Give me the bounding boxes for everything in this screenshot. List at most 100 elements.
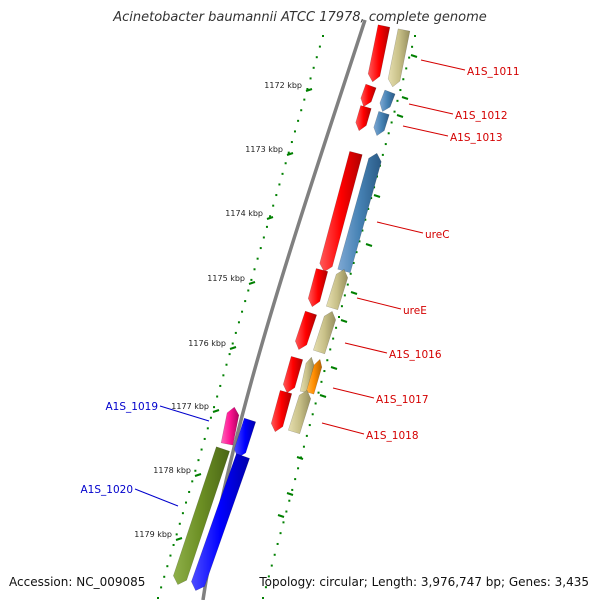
gene-bar-khaki-1016 (312, 310, 336, 355)
guide-dot (222, 374, 225, 377)
scale-tick (286, 152, 294, 156)
guide-dot (405, 67, 408, 70)
gene-label-uree: ureE (403, 305, 427, 317)
guide-dot (311, 413, 314, 416)
gene-bar-blue (373, 111, 390, 137)
guide-dot (320, 380, 323, 383)
accession-text: Accession: NC_009085 (9, 575, 146, 589)
gene-bar-red (282, 356, 304, 394)
scale-tick-label: 1177 kbp (171, 402, 209, 411)
guide-dot (279, 532, 282, 535)
gene-label-leader (408, 103, 454, 115)
guide-dot (282, 521, 285, 524)
scale-tick (340, 319, 348, 323)
gene-label-leader (420, 59, 466, 71)
guide-dot (269, 215, 272, 218)
guide-dot (352, 261, 355, 264)
guide-dot (231, 342, 234, 345)
scale-tick (175, 537, 183, 541)
gene-bar-blue (379, 89, 396, 112)
guide-dot (312, 66, 315, 69)
gene-label-a1s-1013: A1S_1013 (450, 132, 503, 144)
guide-dot (270, 564, 273, 567)
guide-dot (237, 321, 240, 324)
guide-dot (216, 395, 219, 398)
guide-dot (259, 247, 262, 250)
gene-bar-red-ureC (319, 151, 363, 273)
gene-bar-khaki-ureE (325, 268, 348, 311)
gene-label-leader (402, 125, 449, 137)
guide-dot (318, 45, 321, 48)
guide-dot (285, 510, 288, 513)
guide-dot (314, 402, 317, 405)
guide-dot (349, 272, 352, 275)
gene-bar-blue-1020 (191, 453, 250, 591)
gene-label-a1s-1020: A1S_1020 (81, 484, 134, 496)
scale-tick-label: 1173 kbp (245, 145, 283, 154)
scale-tick (229, 346, 237, 350)
guide-dot (160, 586, 163, 589)
guide-dot (185, 501, 188, 504)
guide-dot (209, 416, 212, 419)
scale-tick-label: 1174 kbp (225, 209, 263, 218)
guide-dot (169, 554, 172, 557)
guide-dot (272, 204, 275, 207)
gene-bar-khaki (387, 28, 411, 88)
scale-tick (396, 114, 404, 118)
guide-dot (361, 229, 364, 232)
guide-dot (364, 218, 367, 221)
gene-bar-red (367, 24, 391, 83)
gene-label-a1s-1012: A1S_1012 (455, 110, 508, 122)
guide-dot (157, 597, 159, 599)
guide-dot (276, 542, 279, 545)
scale-tick-label: 1179 kbp (134, 530, 172, 539)
guide-dot (291, 488, 294, 491)
scale-tick (373, 194, 381, 198)
scale-tick (319, 394, 327, 398)
guide-dot (305, 434, 308, 437)
guide-dot (175, 533, 178, 536)
guide-dot (273, 553, 276, 556)
scale-tick (365, 243, 373, 247)
guide-dot (315, 56, 318, 59)
guide-dot (293, 130, 296, 133)
guide-dot (340, 305, 343, 308)
gene-label-a1s-1011: A1S_1011 (467, 66, 520, 78)
guide-dot (288, 499, 291, 502)
guide-dot (275, 194, 278, 197)
guide-dot (172, 543, 175, 546)
guide-dot (355, 251, 358, 254)
guide-dot (300, 109, 303, 112)
guide-dot (338, 316, 340, 318)
gene-labels-layer: A1S_1011 A1S_1012 A1S_1013 ureC ureE A1S_1016… (81, 59, 520, 507)
guide-dot (241, 310, 244, 313)
guide-dot (181, 512, 184, 515)
guide-dot (166, 565, 169, 568)
gene-bar-red (295, 310, 318, 351)
guide-dot (402, 78, 405, 81)
guide-dot (200, 448, 203, 451)
guide-dot (303, 98, 306, 101)
guide-dot (411, 45, 414, 48)
scale-ticks-layer: 1172 kbp 1173 kbp 1174 kbp 1175 kbp 1176 kbp… (134, 54, 418, 541)
gene-label-leader (376, 221, 424, 234)
guide-dot (267, 575, 270, 578)
guide-dot (250, 278, 253, 281)
gene-bar-red (355, 105, 372, 132)
gene-bar-olive-1020 (173, 446, 230, 585)
guide-dot (244, 300, 247, 303)
scale-tick-label: 1172 kbp (264, 81, 302, 90)
scale-tick (296, 456, 304, 460)
guide-dot (367, 207, 370, 210)
gene-label-a1s-1019: A1S_1019 (106, 401, 159, 413)
guide-dot (163, 575, 166, 578)
guide-dot (262, 597, 264, 599)
guide-dot (343, 294, 346, 297)
guide-dot (323, 370, 326, 373)
scale-tick (248, 281, 256, 285)
gene-bar-red (307, 268, 329, 308)
guide-dot (197, 459, 200, 462)
guide-dot (265, 225, 268, 228)
guide-dot (358, 240, 361, 243)
